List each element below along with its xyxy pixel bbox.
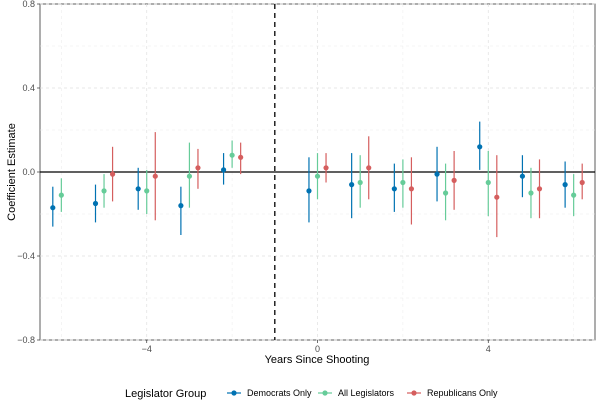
point-all-legislators [528,190,534,196]
legend-label-democrats: Democrats Only [247,388,312,398]
point-democrats-only [220,167,227,173]
point-all-legislators [357,179,363,186]
point-democrats-only [477,144,483,150]
point-democrats-only [391,186,397,192]
y-tick-label: 0.0 [22,167,35,177]
legend-label-republicans: Republicans Only [427,388,498,398]
point-republicans-only [195,165,201,171]
y-axis-title: Coefficient Estimate [6,123,18,221]
legend-key-dot-democrats [231,390,237,396]
legend-label-all: All Legislators [338,388,395,398]
point-all-legislators [101,188,107,194]
legend-title: Legislator Group [125,388,206,400]
point-republicans-only [579,179,585,186]
legend-item-republicans: Republicans Only [407,388,498,398]
point-republicans-only [238,154,244,160]
point-democrats-only [349,182,355,188]
point-all-legislators [58,192,64,198]
point-republicans-only [109,171,116,177]
point-democrats-only [562,182,568,188]
point-all-legislators [186,173,193,179]
y-axis-ticks: −0.8 −0.4 0.0 0.4 0.8 [17,0,40,345]
point-all-legislators [229,152,235,158]
data-marks [50,121,585,238]
point-democrats-only [135,186,141,192]
point-republicans-only [494,194,500,200]
x-axis-ticks: −4 0 4 [142,340,491,354]
point-all-legislators [571,192,577,198]
point-republicans-only [408,186,415,192]
y-tick-label: −0.4 [17,251,35,261]
legend-key-dot-all [322,390,328,396]
x-tick-label: 4 [486,344,491,354]
point-democrats-only [50,205,56,211]
point-all-legislators [442,190,449,196]
point-republicans-only [451,177,457,183]
point-republicans-only [536,186,543,192]
legend: Legislator Group Democrats Only All Legi… [125,388,498,400]
legend-key-dot-republicans [411,390,417,396]
y-tick-label: 0.8 [22,0,35,9]
y-tick-label: 0.4 [22,83,35,93]
point-democrats-only [306,188,312,194]
y-tick-label: −0.8 [17,335,35,345]
point-democrats-only [519,173,526,179]
point-republicans-only [323,165,329,171]
point-democrats-only [92,200,99,207]
point-democrats-only [434,171,440,177]
legend-item-democrats: Democrats Only [227,388,312,398]
point-all-legislators [144,188,150,194]
point-republicans-only [152,173,158,179]
point-all-legislators [314,173,321,179]
x-axis-title: Years Since Shooting [265,354,370,366]
legend-item-all-legislators: All Legislators [318,388,395,398]
x-tick-label: 0 [315,344,320,354]
point-all-legislators [485,179,491,186]
point-democrats-only [178,203,184,209]
x-tick-label: −4 [142,344,152,354]
point-all-legislators [400,179,406,186]
point-republicans-only [366,165,372,171]
